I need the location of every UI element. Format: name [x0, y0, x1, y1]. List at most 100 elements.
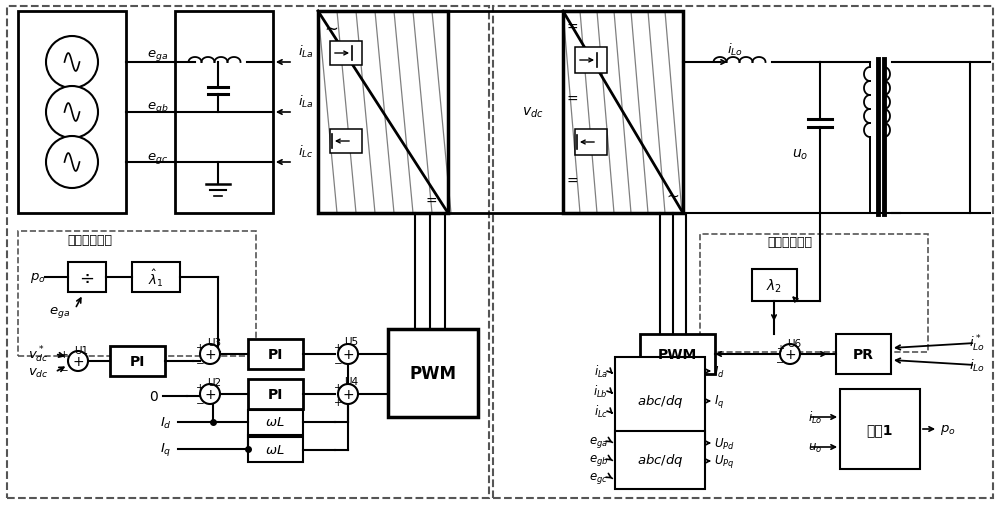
Text: $i_{Lb}$: $i_{Lb}$ — [593, 383, 608, 399]
Text: $v_{dc}$: $v_{dc}$ — [28, 366, 49, 379]
Bar — [752, 270, 797, 301]
Bar — [248, 437, 303, 462]
Text: $i_{Lc}$: $i_{Lc}$ — [298, 143, 314, 160]
Bar — [700, 234, 928, 352]
Bar — [248, 339, 303, 369]
Bar — [388, 329, 478, 417]
Text: $e_{ga}$: $e_{ga}$ — [49, 305, 71, 320]
Bar — [18, 231, 256, 357]
Text: =: = — [566, 21, 578, 35]
Circle shape — [338, 344, 358, 364]
Text: +: + — [204, 347, 216, 361]
Text: +: + — [776, 343, 784, 354]
Text: +: + — [334, 382, 342, 392]
Bar — [615, 358, 705, 445]
Text: $\sim$: $\sim$ — [664, 187, 680, 202]
Text: PI: PI — [267, 387, 283, 401]
Bar — [175, 12, 273, 214]
Text: $U_{Pq}$: $U_{Pq}$ — [714, 452, 734, 470]
Bar — [615, 431, 705, 489]
Circle shape — [46, 37, 98, 89]
Text: PI: PI — [267, 347, 283, 361]
Circle shape — [200, 384, 220, 404]
Text: $v_{dc}$: $v_{dc}$ — [522, 106, 544, 120]
Text: $-$: $-$ — [775, 356, 785, 365]
Bar — [18, 12, 126, 214]
Text: $u_o$: $u_o$ — [792, 147, 808, 162]
Bar — [493, 7, 993, 498]
Text: 第二前馈支路: 第二前馈支路 — [767, 235, 812, 248]
Text: +: + — [72, 355, 84, 368]
Bar — [836, 334, 891, 374]
Text: $\omega L$: $\omega L$ — [265, 443, 285, 457]
Text: $i_{La}$: $i_{La}$ — [298, 94, 314, 110]
Text: $i_{Lc}$: $i_{Lc}$ — [594, 403, 608, 419]
Text: $\lambda_2$: $\lambda_2$ — [766, 277, 782, 294]
Bar — [132, 263, 180, 292]
Text: $e_{ga}$: $e_{ga}$ — [147, 47, 168, 63]
Text: $e_{gb}$: $e_{gb}$ — [589, 451, 608, 467]
Text: +: + — [196, 382, 204, 392]
Text: $-$: $-$ — [195, 357, 205, 366]
Text: +: + — [342, 387, 354, 401]
Bar — [330, 42, 362, 66]
Text: $i_{La}$: $i_{La}$ — [594, 363, 608, 379]
Bar — [563, 12, 683, 214]
Text: $I_q$: $I_q$ — [714, 393, 724, 410]
Text: =: = — [566, 175, 578, 189]
Text: $e_{gc}$: $e_{gc}$ — [589, 470, 608, 484]
Text: PWM: PWM — [657, 347, 697, 361]
Text: $p_o$: $p_o$ — [30, 271, 46, 284]
Bar — [248, 410, 303, 435]
Text: PR: PR — [852, 347, 874, 361]
Text: U2: U2 — [207, 377, 221, 387]
Text: PWM: PWM — [410, 364, 457, 382]
Text: =: = — [425, 194, 437, 209]
Bar — [7, 7, 489, 498]
Text: $I_d$: $I_d$ — [160, 415, 172, 430]
Text: $-$: $-$ — [59, 363, 69, 373]
Bar — [330, 130, 362, 154]
Text: $+$: $+$ — [333, 396, 343, 407]
Text: +: + — [60, 349, 68, 359]
Circle shape — [46, 87, 98, 139]
Bar — [575, 130, 607, 156]
Text: +: + — [784, 347, 796, 361]
Text: +: + — [196, 342, 204, 352]
Text: $\sim$: $\sim$ — [321, 19, 339, 37]
Text: $-$: $-$ — [195, 396, 205, 406]
Text: $i_{Lo}$: $i_{Lo}$ — [808, 409, 823, 425]
Text: $i_{Lo}$: $i_{Lo}$ — [969, 357, 985, 373]
Bar — [248, 379, 303, 409]
Bar — [575, 48, 607, 74]
Circle shape — [338, 384, 358, 404]
Bar — [840, 389, 920, 469]
Text: +: + — [334, 342, 342, 352]
Text: $I_q$: $I_q$ — [160, 441, 171, 458]
Text: $U_{Pd}$: $U_{Pd}$ — [714, 436, 735, 450]
Text: $abc/dq$: $abc/dq$ — [637, 393, 683, 410]
Bar — [68, 263, 106, 292]
Text: $i^*_{Lo}$: $i^*_{Lo}$ — [969, 333, 985, 354]
Text: +: + — [342, 347, 354, 361]
Text: $i_{Lo}$: $i_{Lo}$ — [727, 42, 743, 58]
Text: $I_d$: $I_d$ — [714, 364, 725, 379]
Text: $-$: $-$ — [333, 357, 343, 366]
Text: U3: U3 — [207, 337, 221, 347]
Text: $\hat{\lambda}_1$: $\hat{\lambda}_1$ — [148, 267, 164, 288]
Text: $u_o$: $u_o$ — [808, 440, 822, 453]
Circle shape — [68, 351, 88, 371]
Circle shape — [46, 137, 98, 189]
Text: 第一前馈支路: 第一前馈支路 — [68, 233, 113, 246]
Text: $i_{La}$: $i_{La}$ — [298, 44, 314, 60]
Text: U4: U4 — [344, 376, 358, 386]
Text: $p_o$: $p_o$ — [940, 422, 956, 436]
Circle shape — [780, 344, 800, 364]
Text: $v^*_{dc}$: $v^*_{dc}$ — [28, 344, 49, 365]
Text: U1: U1 — [74, 345, 88, 356]
Text: +: + — [204, 387, 216, 401]
Text: U6: U6 — [787, 338, 801, 348]
Text: $e_{ga}$: $e_{ga}$ — [589, 434, 608, 448]
Text: $\div$: $\div$ — [79, 269, 95, 286]
Text: $\omega L$: $\omega L$ — [265, 416, 285, 429]
